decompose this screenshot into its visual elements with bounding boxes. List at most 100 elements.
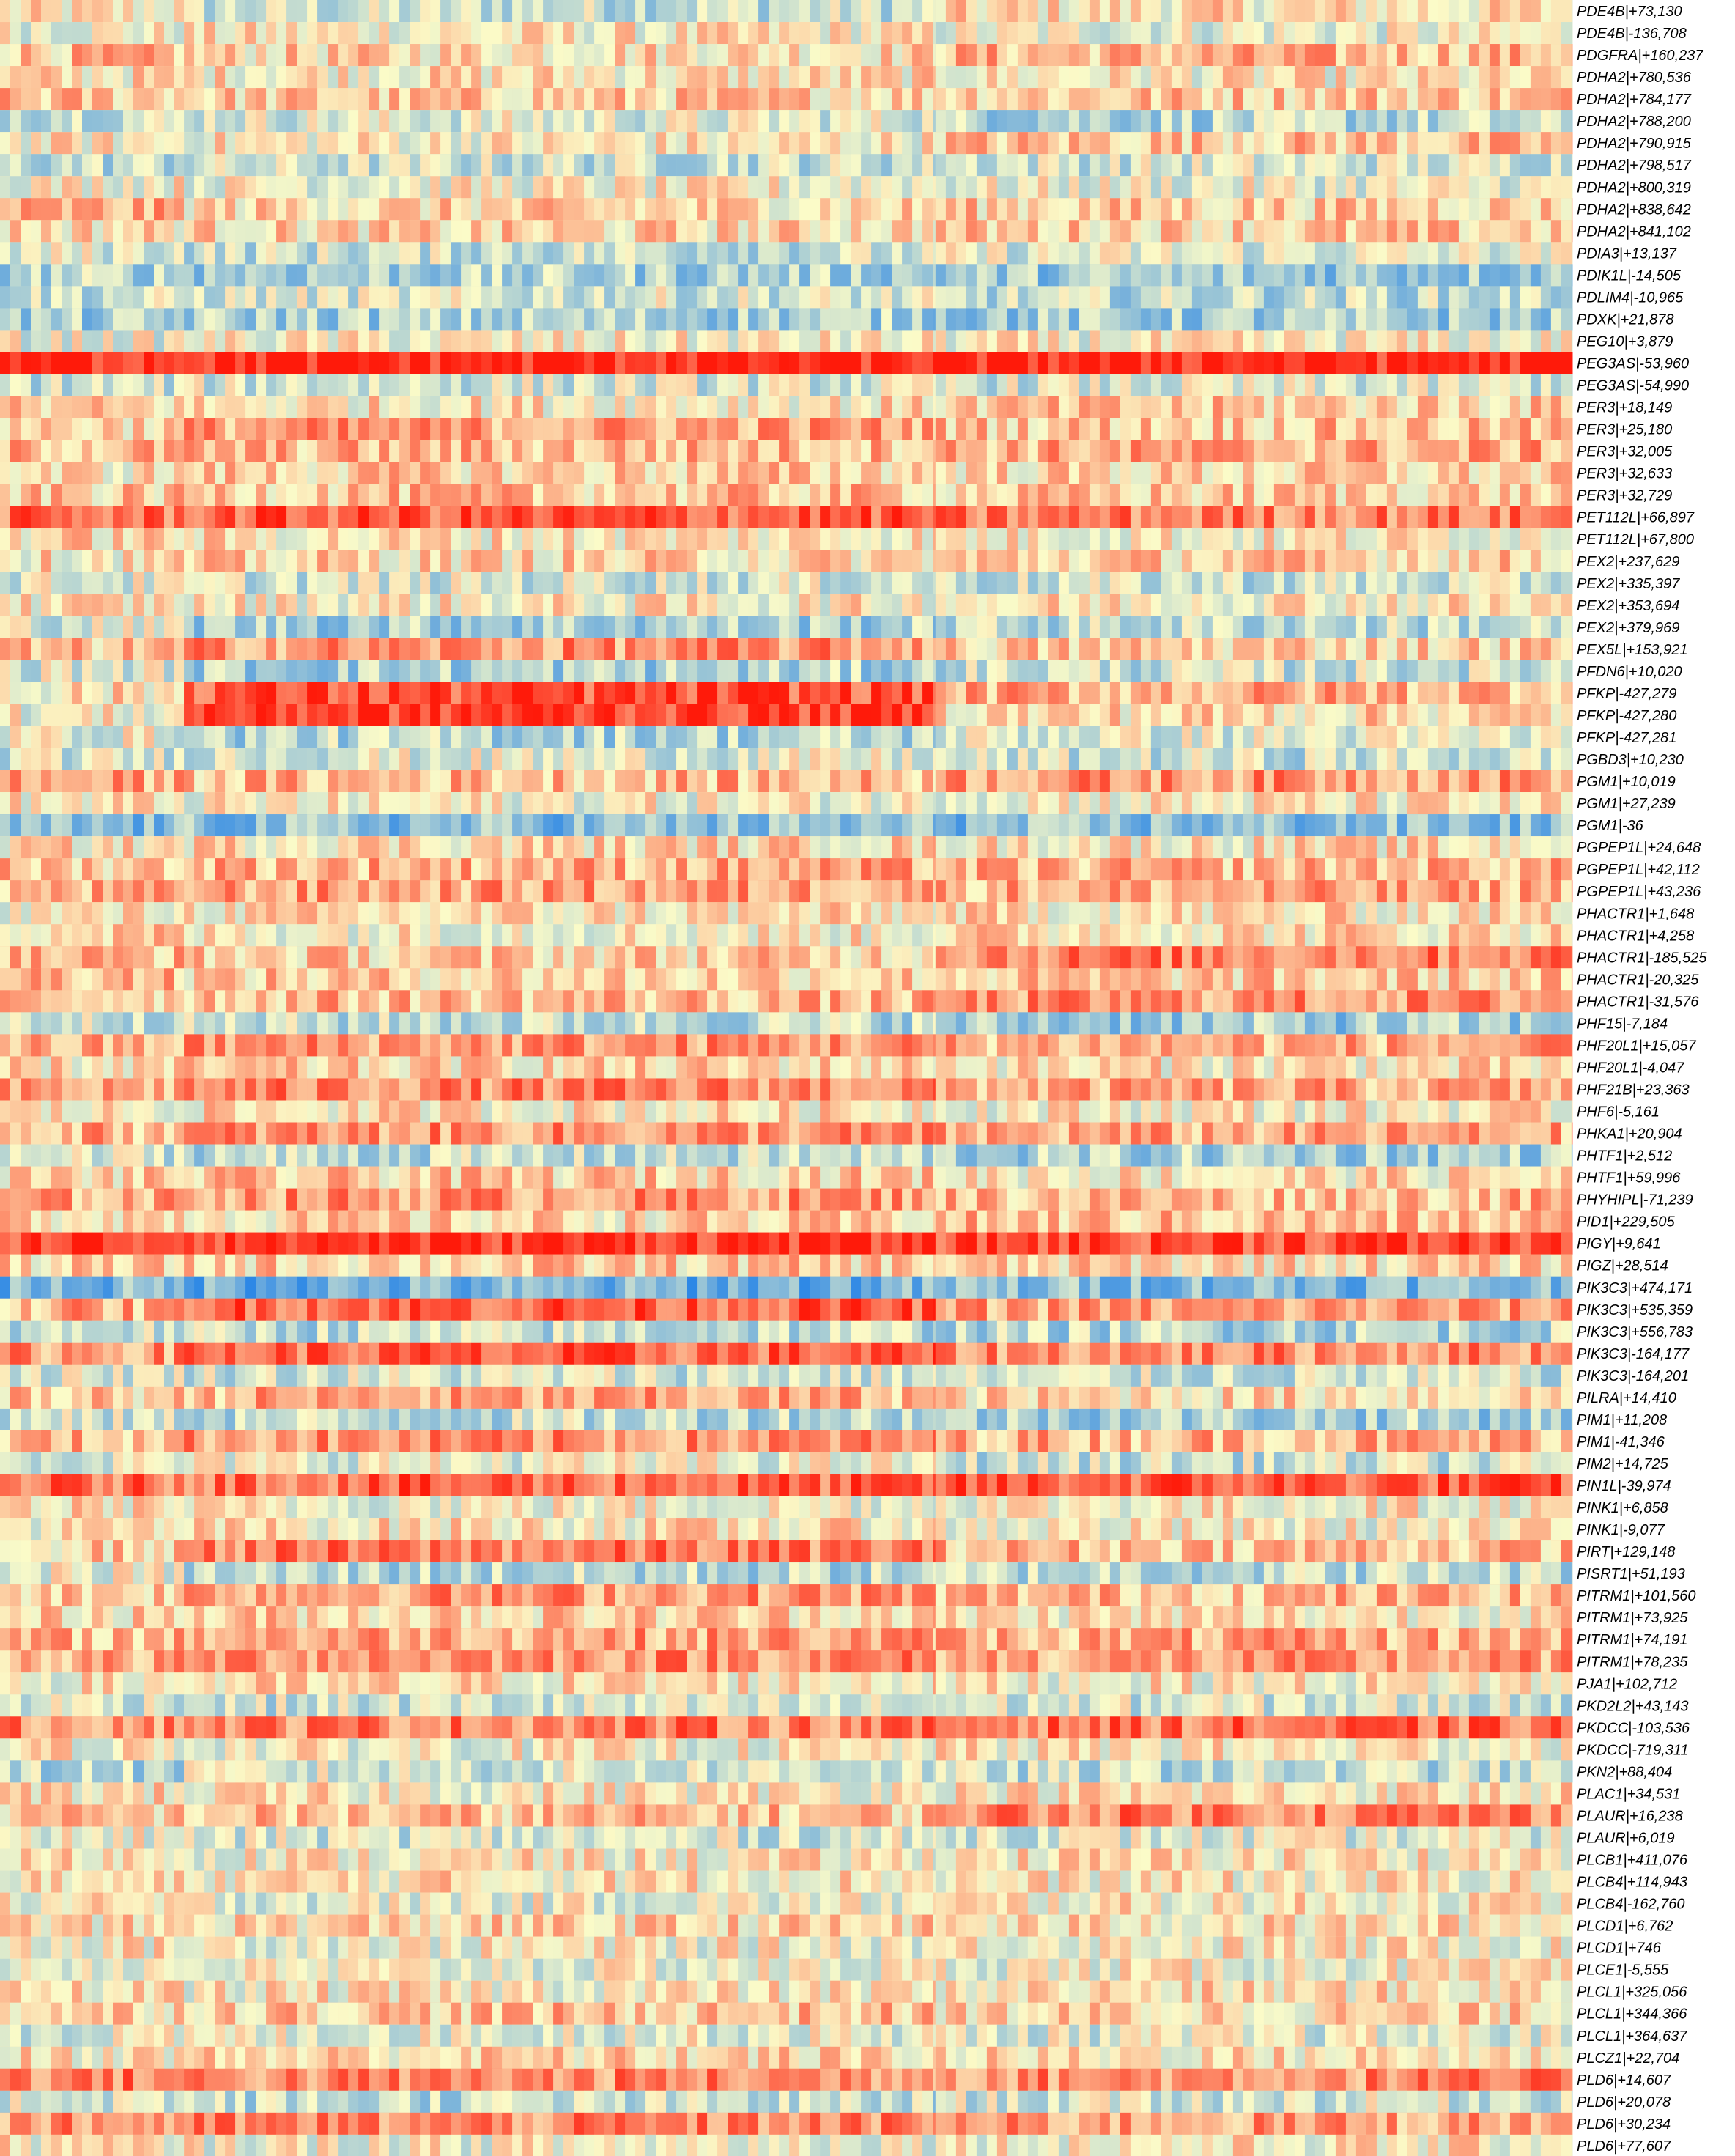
heatmap-stripe — [1212, 638, 1224, 661]
heatmap-stripe — [1427, 660, 1439, 683]
heatmap-stripe — [1140, 198, 1152, 221]
heatmap-stripe — [1273, 572, 1285, 595]
heatmap-stripe — [164, 374, 175, 396]
heatmap-stripe — [1489, 220, 1501, 243]
heatmap-stripe — [461, 396, 472, 418]
heatmap-stripe — [789, 440, 800, 462]
heatmap-stripe — [625, 22, 636, 45]
heatmap-stripe — [820, 484, 831, 506]
heatmap-stripe — [235, 418, 246, 440]
heatmap-stripe — [113, 264, 124, 287]
heatmap-stripe — [789, 220, 800, 243]
heatmap-stripe — [235, 242, 246, 265]
heatmap-stripe — [1386, 242, 1398, 265]
heatmap-stripe — [1530, 154, 1542, 177]
heatmap-stripe — [1027, 528, 1039, 551]
heatmap-stripe — [1089, 0, 1100, 23]
heatmap-stripe — [1479, 462, 1490, 484]
heatmap-stripe — [82, 484, 93, 506]
heatmap-stripe — [748, 638, 759, 661]
heatmap-stripe — [154, 220, 165, 243]
heatmap-stripe — [1120, 528, 1131, 551]
heatmap-stripe — [1489, 242, 1501, 265]
heatmap-stripe — [164, 396, 175, 418]
heatmap-stripe — [861, 110, 872, 133]
heatmap-stripe — [31, 198, 42, 221]
heatmap-stripe — [1550, 418, 1562, 440]
heatmap-stripe — [512, 660, 523, 683]
heatmap-stripe — [31, 220, 42, 243]
heatmap-stripe — [945, 330, 957, 352]
heatmap-stripe — [1202, 110, 1213, 133]
heatmap-stripe — [1263, 110, 1275, 133]
heatmap-stripe — [861, 638, 872, 661]
heatmap-stripe — [728, 660, 739, 683]
heatmap-stripe — [1325, 462, 1336, 484]
heatmap-stripe — [676, 44, 687, 67]
heatmap-stripe — [21, 374, 32, 396]
heatmap-stripe — [215, 528, 226, 551]
heatmap-stripe — [1325, 594, 1336, 617]
heatmap-stripe — [1325, 550, 1336, 573]
heatmap-stripe — [574, 484, 585, 506]
heatmap-stripe — [502, 484, 513, 506]
heatmap-stripe — [933, 176, 936, 199]
heatmap-stripe — [1068, 308, 1080, 331]
heatmap-stripe — [1253, 462, 1265, 484]
heatmap-stripe — [235, 550, 246, 573]
heatmap-stripe — [204, 660, 215, 683]
heatmap-stripe — [1048, 286, 1059, 309]
heatmap-stripe — [799, 0, 810, 23]
heatmap-stripe — [1079, 572, 1090, 595]
heatmap-stripe — [133, 220, 144, 243]
heatmap-stripe — [144, 176, 155, 199]
heatmap-stripe — [144, 110, 155, 133]
heatmap-stripe — [113, 418, 124, 440]
heatmap-stripe — [266, 484, 277, 506]
heatmap-stripe — [1140, 88, 1152, 111]
heatmap-stripe — [1007, 264, 1018, 287]
heatmap-stripe — [840, 550, 851, 573]
heatmap-stripe — [225, 638, 236, 661]
heatmap-stripe — [955, 44, 967, 67]
heatmap-stripe — [1232, 110, 1244, 133]
heatmap-stripe — [1376, 154, 1388, 177]
heatmap-stripe — [174, 418, 185, 440]
heatmap-stripe — [976, 462, 988, 484]
heatmap-stripe — [461, 264, 472, 287]
heatmap-stripe — [553, 176, 564, 199]
heatmap-stripe — [286, 220, 297, 243]
heatmap-stripe — [966, 484, 977, 506]
heatmap-stripe — [379, 506, 390, 529]
heatmap-stripe — [881, 22, 892, 45]
heatmap-stripe — [103, 550, 114, 573]
heatmap-stripe — [976, 528, 988, 551]
heatmap-stripe — [871, 616, 882, 639]
heatmap-stripe — [1027, 352, 1039, 374]
heatmap-stripe — [1089, 286, 1100, 309]
heatmap-stripe — [204, 44, 215, 67]
heatmap-stripe — [1037, 66, 1049, 89]
heatmap-stripe — [399, 506, 410, 529]
heatmap-stripe — [625, 154, 636, 177]
heatmap-stripe — [1499, 638, 1511, 661]
heatmap-stripe — [92, 550, 103, 573]
heatmap-stripe — [317, 198, 328, 221]
heatmap-stripe — [1130, 484, 1142, 506]
heatmap-stripe — [966, 330, 977, 352]
heatmap-stripe — [1561, 66, 1572, 89]
heatmap-stripe — [996, 176, 1008, 199]
heatmap-stripe — [687, 308, 698, 331]
heatmap-stripe — [769, 484, 780, 506]
heatmap-stripe — [1520, 198, 1531, 221]
heatmap-stripe — [1243, 22, 1254, 45]
heatmap-stripe — [1202, 0, 1213, 23]
heatmap-stripe — [21, 528, 32, 551]
heatmap-stripe — [1202, 176, 1213, 199]
heatmap-stripe — [912, 418, 923, 440]
heatmap-stripe — [594, 220, 605, 243]
heatmap-stripe — [976, 330, 988, 352]
heatmap-stripe — [1366, 396, 1377, 418]
heatmap-stripe — [635, 242, 646, 265]
heatmap-stripe — [1222, 396, 1234, 418]
